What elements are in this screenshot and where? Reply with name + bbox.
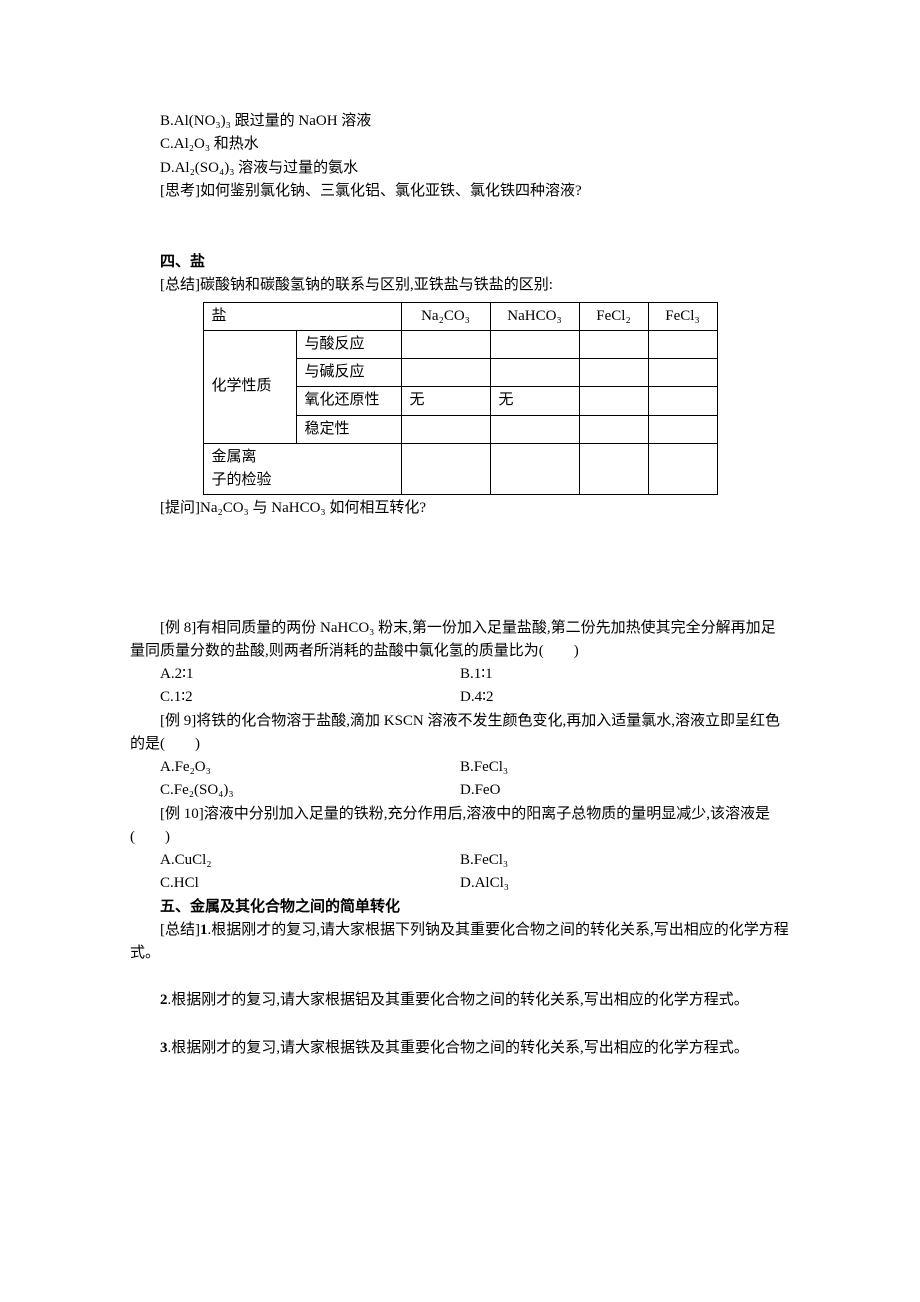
example-8-text: [例 8]有相同质量的两份 NaHCO₃ 粉末,第一份加入足量盐酸,第二份先加热… (130, 617, 790, 664)
row-label-stability: 稳定性 (296, 415, 401, 443)
think-prompt: [思考]如何鉴别氯化钠、三氯化铝、氯化亚铁、氯化铁四种溶液? (130, 180, 790, 203)
section-4-summary: [总结]碳酸钠和碳酸氢钠的联系与区别,亚铁盐与铁盐的区别: (130, 274, 790, 297)
cell (401, 443, 490, 495)
cell (579, 415, 648, 443)
salt-comparison-table: 盐 Na₂CO₃ NaHCO₃ FeCl₂ FeCl₃ 化学性质 与酸反应 与碱… (203, 302, 718, 496)
example-9-options: A.Fe₂O₃ B.FeCl₃ (130, 756, 790, 779)
table-row: 化学性质 与酸反应 (203, 330, 717, 358)
ex8-a: A.2∶1 (130, 663, 460, 686)
ex8-d: D.4∶2 (460, 686, 790, 709)
cell (401, 330, 490, 358)
p2-text: .根据刚才的复习,请大家根据铝及其重要化合物之间的转化关系,写出相应的化学方程式… (168, 992, 749, 1008)
rowgroup-chem-property: 化学性质 (203, 330, 296, 443)
cell (490, 330, 579, 358)
ex9-d: D.FeO (460, 779, 790, 802)
cell (490, 415, 579, 443)
cell (490, 443, 579, 495)
example-10-options: A.CuCl₂ B.FeCl₃ (130, 849, 790, 872)
cell (648, 359, 717, 387)
example-10-text: [例 10]溶液中分别加入足量的铁粉,充分作用后,溶液中的阳离子总物质的量明显减… (130, 803, 790, 850)
table-header-row: 盐 Na₂CO₃ NaHCO₃ FeCl₂ FeCl₃ (203, 302, 717, 330)
cell (648, 443, 717, 495)
cell (490, 359, 579, 387)
question-prompt: [提问]Na₂CO₃ 与 NaHCO₃ 如何相互转化? (130, 497, 790, 520)
th-salt: 盐 (203, 302, 401, 330)
cell: 无 (490, 387, 579, 415)
th-na2co3: Na₂CO₃ (401, 302, 490, 330)
ex8-c: C.1∶2 (130, 686, 460, 709)
cell (579, 443, 648, 495)
cell (579, 330, 648, 358)
section-4-heading: 四、盐 (130, 251, 790, 274)
section-5-p1: [总结]1.根据刚才的复习,请大家根据下列钠及其重要化合物之间的转化关系,写出相… (130, 919, 790, 966)
ex8-b: B.1∶1 (460, 663, 790, 686)
cell (648, 415, 717, 443)
p1-text: .根据刚才的复习,请大家根据下列钠及其重要化合物之间的转化关系,写出相应的化学方… (130, 922, 789, 961)
option-c: C.Al₂O₃ 和热水 (130, 133, 790, 156)
section-5-heading: 五、金属及其化合物之间的简单转化 (130, 896, 790, 919)
row-label-redox: 氧化还原性 (296, 387, 401, 415)
section-5-p3: 3.根据刚才的复习,请大家根据铁及其重要化合物之间的转化关系,写出相应的化学方程… (130, 1037, 790, 1060)
row-label-base: 与碱反应 (296, 359, 401, 387)
ex10-d: D.AlCl₃ (460, 872, 790, 895)
cell: 无 (401, 387, 490, 415)
p3-text: .根据刚才的复习,请大家根据铁及其重要化合物之间的转化关系,写出相应的化学方程式… (168, 1040, 749, 1056)
section-5-p2: 2.根据刚才的复习,请大家根据铝及其重要化合物之间的转化关系,写出相应的化学方程… (130, 989, 790, 1012)
example-9-text: [例 9]将铁的化合物溶于盐酸,滴加 KSCN 溶液不发生颜色变化,再加入适量氯… (130, 710, 790, 757)
option-b: B.Al(NO₃)₃ 跟过量的 NaOH 溶液 (130, 110, 790, 133)
th-nahco3: NaHCO₃ (490, 302, 579, 330)
example-10-options-2: C.HCl D.AlCl₃ (130, 872, 790, 895)
th-fecl2: FeCl₂ (579, 302, 648, 330)
document-page: B.Al(NO₃)₃ 跟过量的 NaOH 溶液 C.Al₂O₃ 和热水 D.Al… (0, 0, 920, 1302)
cell (648, 387, 717, 415)
row-label-ion-test: 金属离 子的检验 (203, 443, 401, 495)
ex10-a: A.CuCl₂ (130, 849, 460, 872)
th-fecl3: FeCl₃ (648, 302, 717, 330)
ex9-b: B.FeCl₃ (460, 756, 790, 779)
ex10-c: C.HCl (130, 872, 460, 895)
p3-num: 3 (160, 1040, 168, 1056)
example-8-options: A.2∶1 B.1∶1 (130, 663, 790, 686)
p1-prefix: [总结] (160, 922, 200, 938)
table-footer-row: 金属离 子的检验 (203, 443, 717, 495)
cell (401, 415, 490, 443)
option-d: D.Al₂(SO₄)₃ 溶液与过量的氨水 (130, 157, 790, 180)
cell (648, 330, 717, 358)
example-9-options-2: C.Fe₂(SO₄)₃ D.FeO (130, 779, 790, 802)
example-8-options-2: C.1∶2 D.4∶2 (130, 686, 790, 709)
row-label-acid: 与酸反应 (296, 330, 401, 358)
p1-num: 1 (200, 922, 208, 938)
cell (401, 359, 490, 387)
p2-num: 2 (160, 992, 168, 1008)
ex9-c: C.Fe₂(SO₄)₃ (130, 779, 460, 802)
ex10-b: B.FeCl₃ (460, 849, 790, 872)
cell (579, 359, 648, 387)
cell (579, 387, 648, 415)
ex9-a: A.Fe₂O₃ (130, 756, 460, 779)
